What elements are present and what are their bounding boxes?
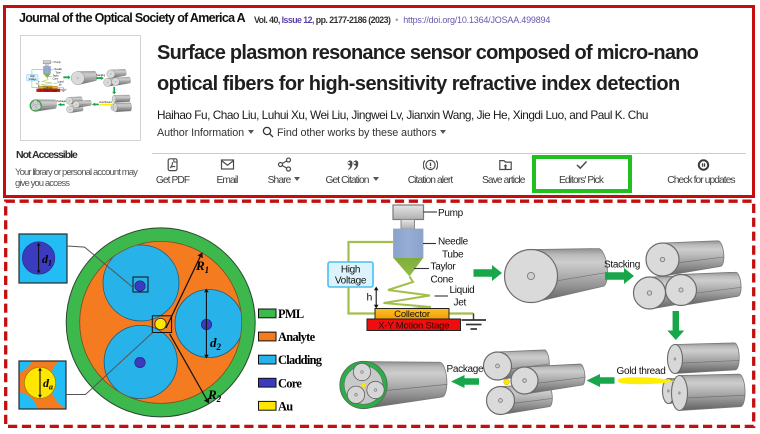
svg-text:Pump: Pump <box>438 208 464 219</box>
svg-text:PML: PML <box>278 307 304 321</box>
svg-text:d2: d2 <box>210 335 222 352</box>
svg-text:d1: d1 <box>42 252 52 268</box>
svg-text:High: High <box>341 265 360 276</box>
svg-text:Tube: Tube <box>442 250 464 261</box>
svg-text:Core: Core <box>278 376 302 390</box>
svg-text:Au: Au <box>278 399 293 413</box>
svg-text:Cladding: Cladding <box>278 353 323 367</box>
svg-text:Jet: Jet <box>454 298 467 309</box>
svg-text:X-Y Motion Stage: X-Y Motion Stage <box>378 320 449 331</box>
svg-text:Voltage: Voltage <box>335 276 367 287</box>
svg-text:Liquid: Liquid <box>450 285 475 296</box>
svg-text:Taylor: Taylor <box>431 262 457 273</box>
svg-text:Needle: Needle <box>438 237 469 248</box>
svg-text:Package: Package <box>447 364 485 375</box>
svg-text:Analyte: Analyte <box>278 330 316 344</box>
svg-text:Gold thread: Gold thread <box>617 366 666 377</box>
svg-text:Collector: Collector <box>394 309 430 320</box>
svg-text:h: h <box>367 292 373 304</box>
svg-text:da: da <box>43 376 53 392</box>
svg-text:Cone: Cone <box>431 275 454 286</box>
svg-text:Stacking: Stacking <box>604 260 640 271</box>
